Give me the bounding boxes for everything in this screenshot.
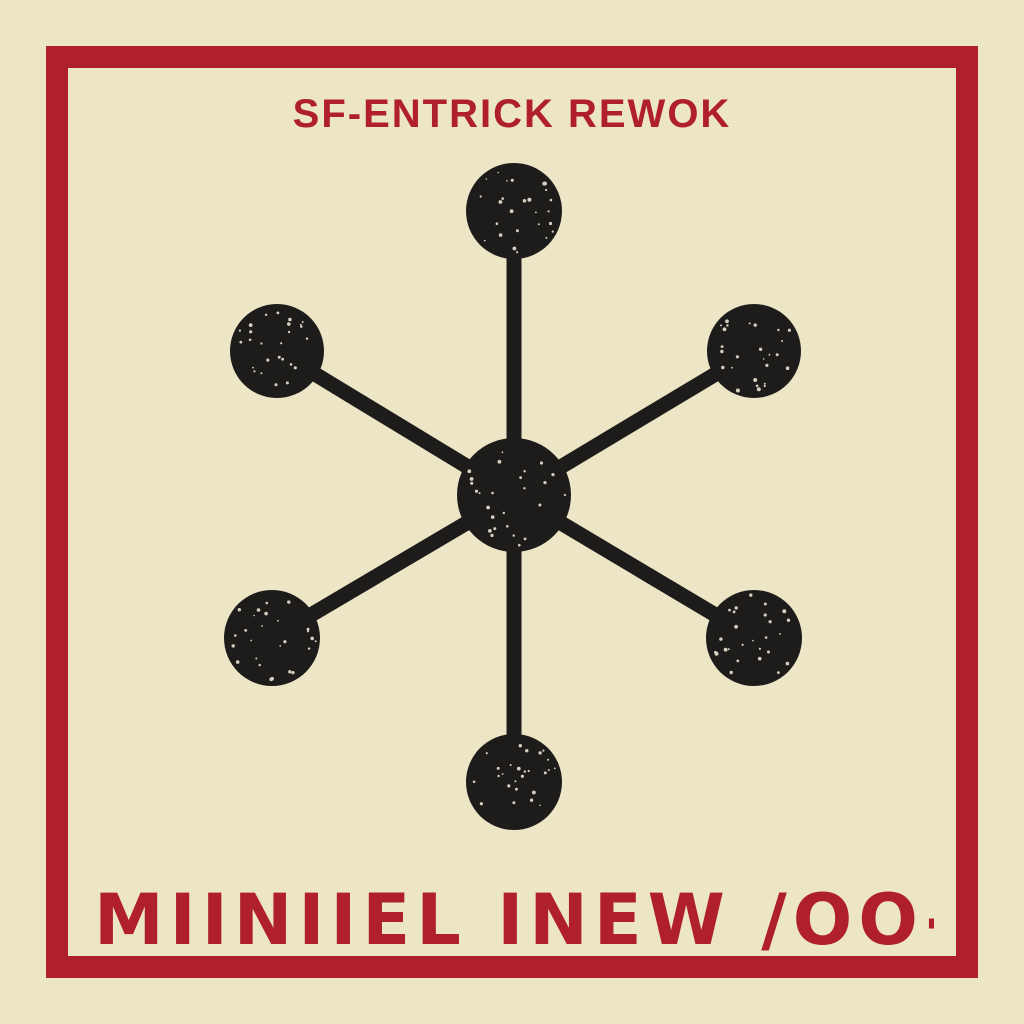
node-lower-right xyxy=(706,590,802,686)
node-lower-left xyxy=(224,590,320,686)
poster-caption: MIINIIEL INEW /OO- xyxy=(94,879,934,961)
hub-node xyxy=(457,438,571,552)
node-top xyxy=(466,163,562,259)
node-upper-left xyxy=(230,304,324,398)
red-border-frame xyxy=(46,46,978,978)
node-bottom xyxy=(466,734,562,830)
node-upper-right xyxy=(707,304,801,398)
poster-title: SF-ENTRICK REWOK xyxy=(292,92,732,136)
